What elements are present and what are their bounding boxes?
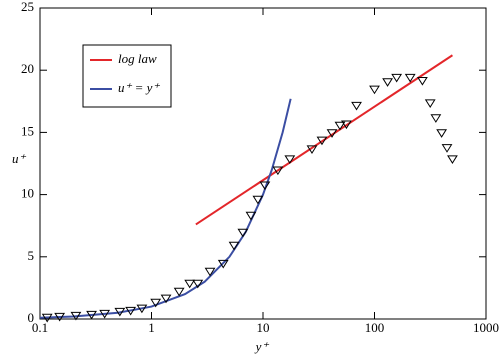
data-point [70, 311, 82, 321]
legend-label: log law [118, 51, 157, 66]
data-point [160, 294, 172, 304]
data-point [136, 304, 148, 314]
x-axis-label: y⁺ [254, 339, 270, 354]
data-point [125, 306, 137, 316]
x-tick-label: 0.1 [32, 320, 48, 335]
line-series [39, 98, 292, 319]
data-point [114, 307, 126, 317]
data-point [316, 136, 328, 146]
data-point [204, 267, 216, 277]
data-point [150, 298, 162, 308]
data-point [86, 310, 97, 320]
y-tick-label: 25 [21, 0, 34, 14]
data-point [228, 241, 240, 251]
x-tick-label: 1000 [473, 320, 499, 335]
data-point [259, 181, 271, 191]
data-point [424, 99, 436, 108]
data-point [391, 73, 403, 83]
data-point [252, 195, 264, 205]
data-point [341, 120, 352, 130]
data-point [404, 73, 416, 83]
y-axis-label: u⁺ [12, 151, 27, 166]
data-point [284, 155, 296, 164]
data-point [417, 76, 428, 86]
y-tick-label: 5 [28, 248, 35, 263]
y-tick-label: 0 [28, 310, 35, 325]
data-point [184, 279, 196, 289]
legend [82, 44, 172, 108]
data-point [306, 145, 318, 155]
line-series [195, 54, 453, 226]
data-point [272, 166, 284, 176]
data-point [245, 211, 257, 221]
data-point [441, 144, 453, 153]
data-point [54, 312, 66, 322]
data-point [217, 259, 229, 269]
x-tick-label: 10 [257, 320, 270, 335]
data-point [99, 309, 111, 319]
y-tick-label: 10 [21, 186, 34, 201]
x-tick-label: 1 [148, 320, 155, 335]
data-point [351, 101, 362, 111]
data-point [369, 85, 380, 95]
y-tick-label: 15 [21, 123, 34, 138]
data-point [334, 121, 346, 131]
data-point [382, 78, 393, 87]
legend-label: u⁺ = y⁺ [118, 80, 160, 95]
data-point [237, 228, 249, 238]
data-point [41, 313, 53, 323]
data-point [326, 129, 338, 138]
data-point [173, 287, 185, 297]
y-tick-label: 20 [21, 61, 34, 76]
data-point [447, 155, 458, 164]
x-tick-label: 100 [365, 320, 385, 335]
data-point [192, 279, 204, 289]
data-point [436, 129, 448, 138]
data-point [430, 114, 442, 123]
